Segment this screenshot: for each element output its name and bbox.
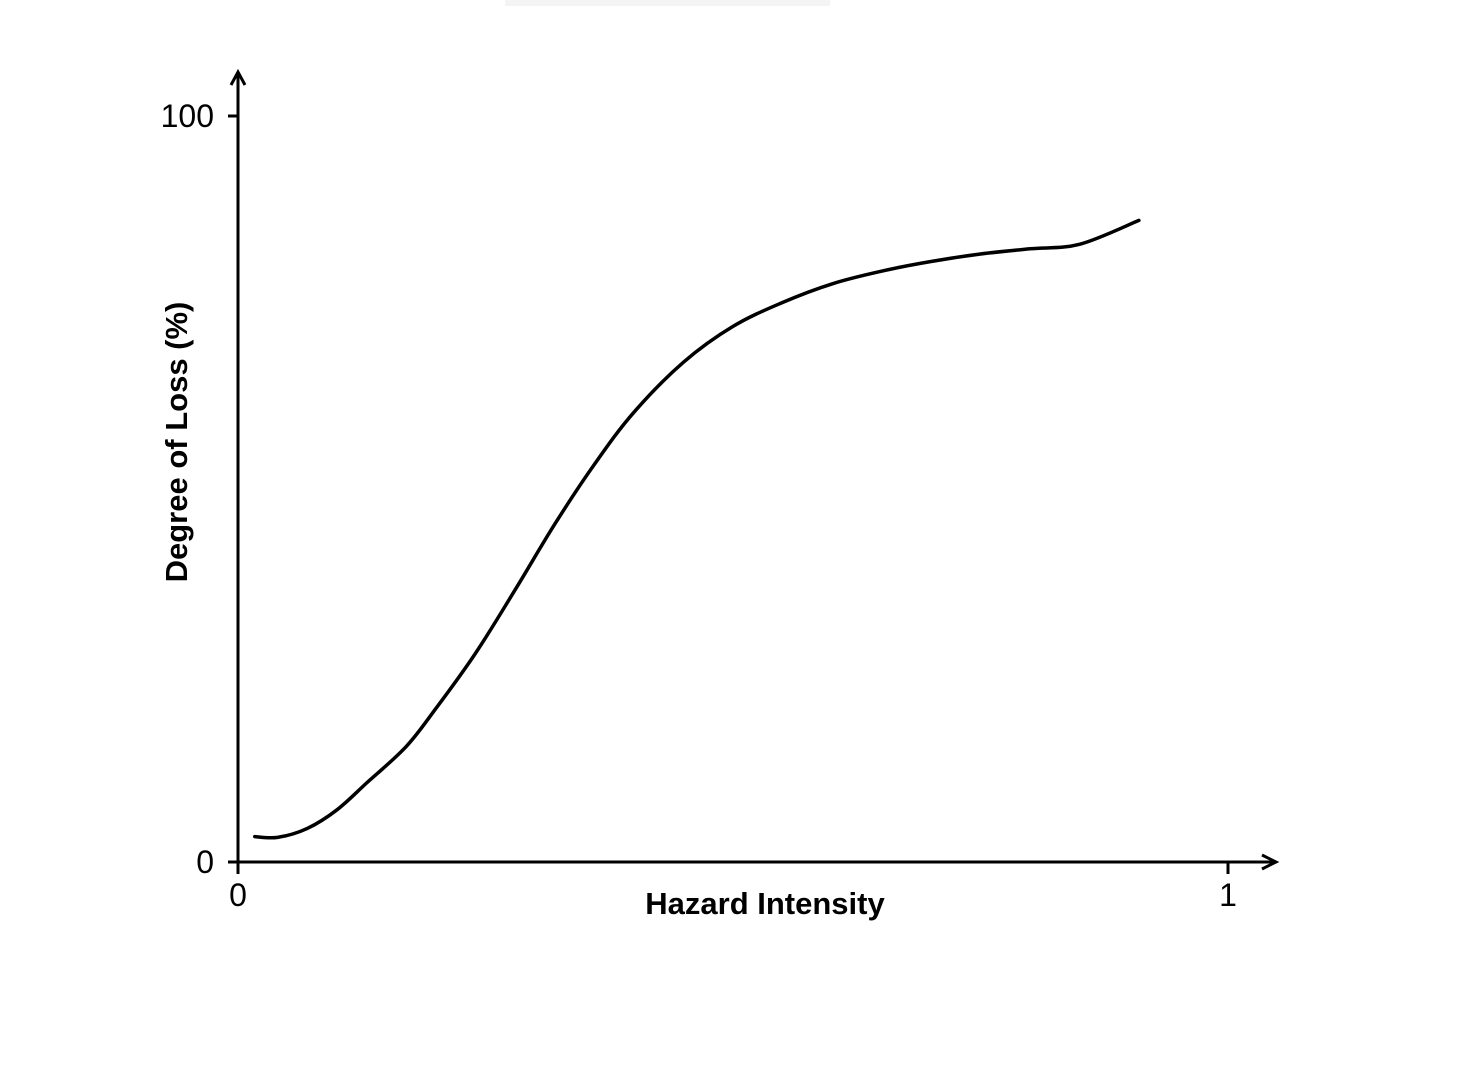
y-axis-arrowhead — [229, 68, 247, 86]
y-tick-label: 0 — [196, 844, 214, 880]
top-edge-smudge — [505, 0, 830, 6]
x-axis-arrowhead — [1261, 853, 1280, 871]
y-axis-title: Degree of Loss (%) — [159, 302, 194, 583]
series-line — [253, 218, 1141, 840]
x-tick-label: 0 — [229, 877, 247, 913]
x-axis-title: Hazard Intensity — [645, 886, 885, 921]
ticks: 0 100 0 1 — [161, 98, 1237, 913]
x-tick-label: 1 — [1219, 877, 1237, 913]
y-tick-label: 100 — [161, 98, 214, 134]
axes — [228, 68, 1280, 871]
